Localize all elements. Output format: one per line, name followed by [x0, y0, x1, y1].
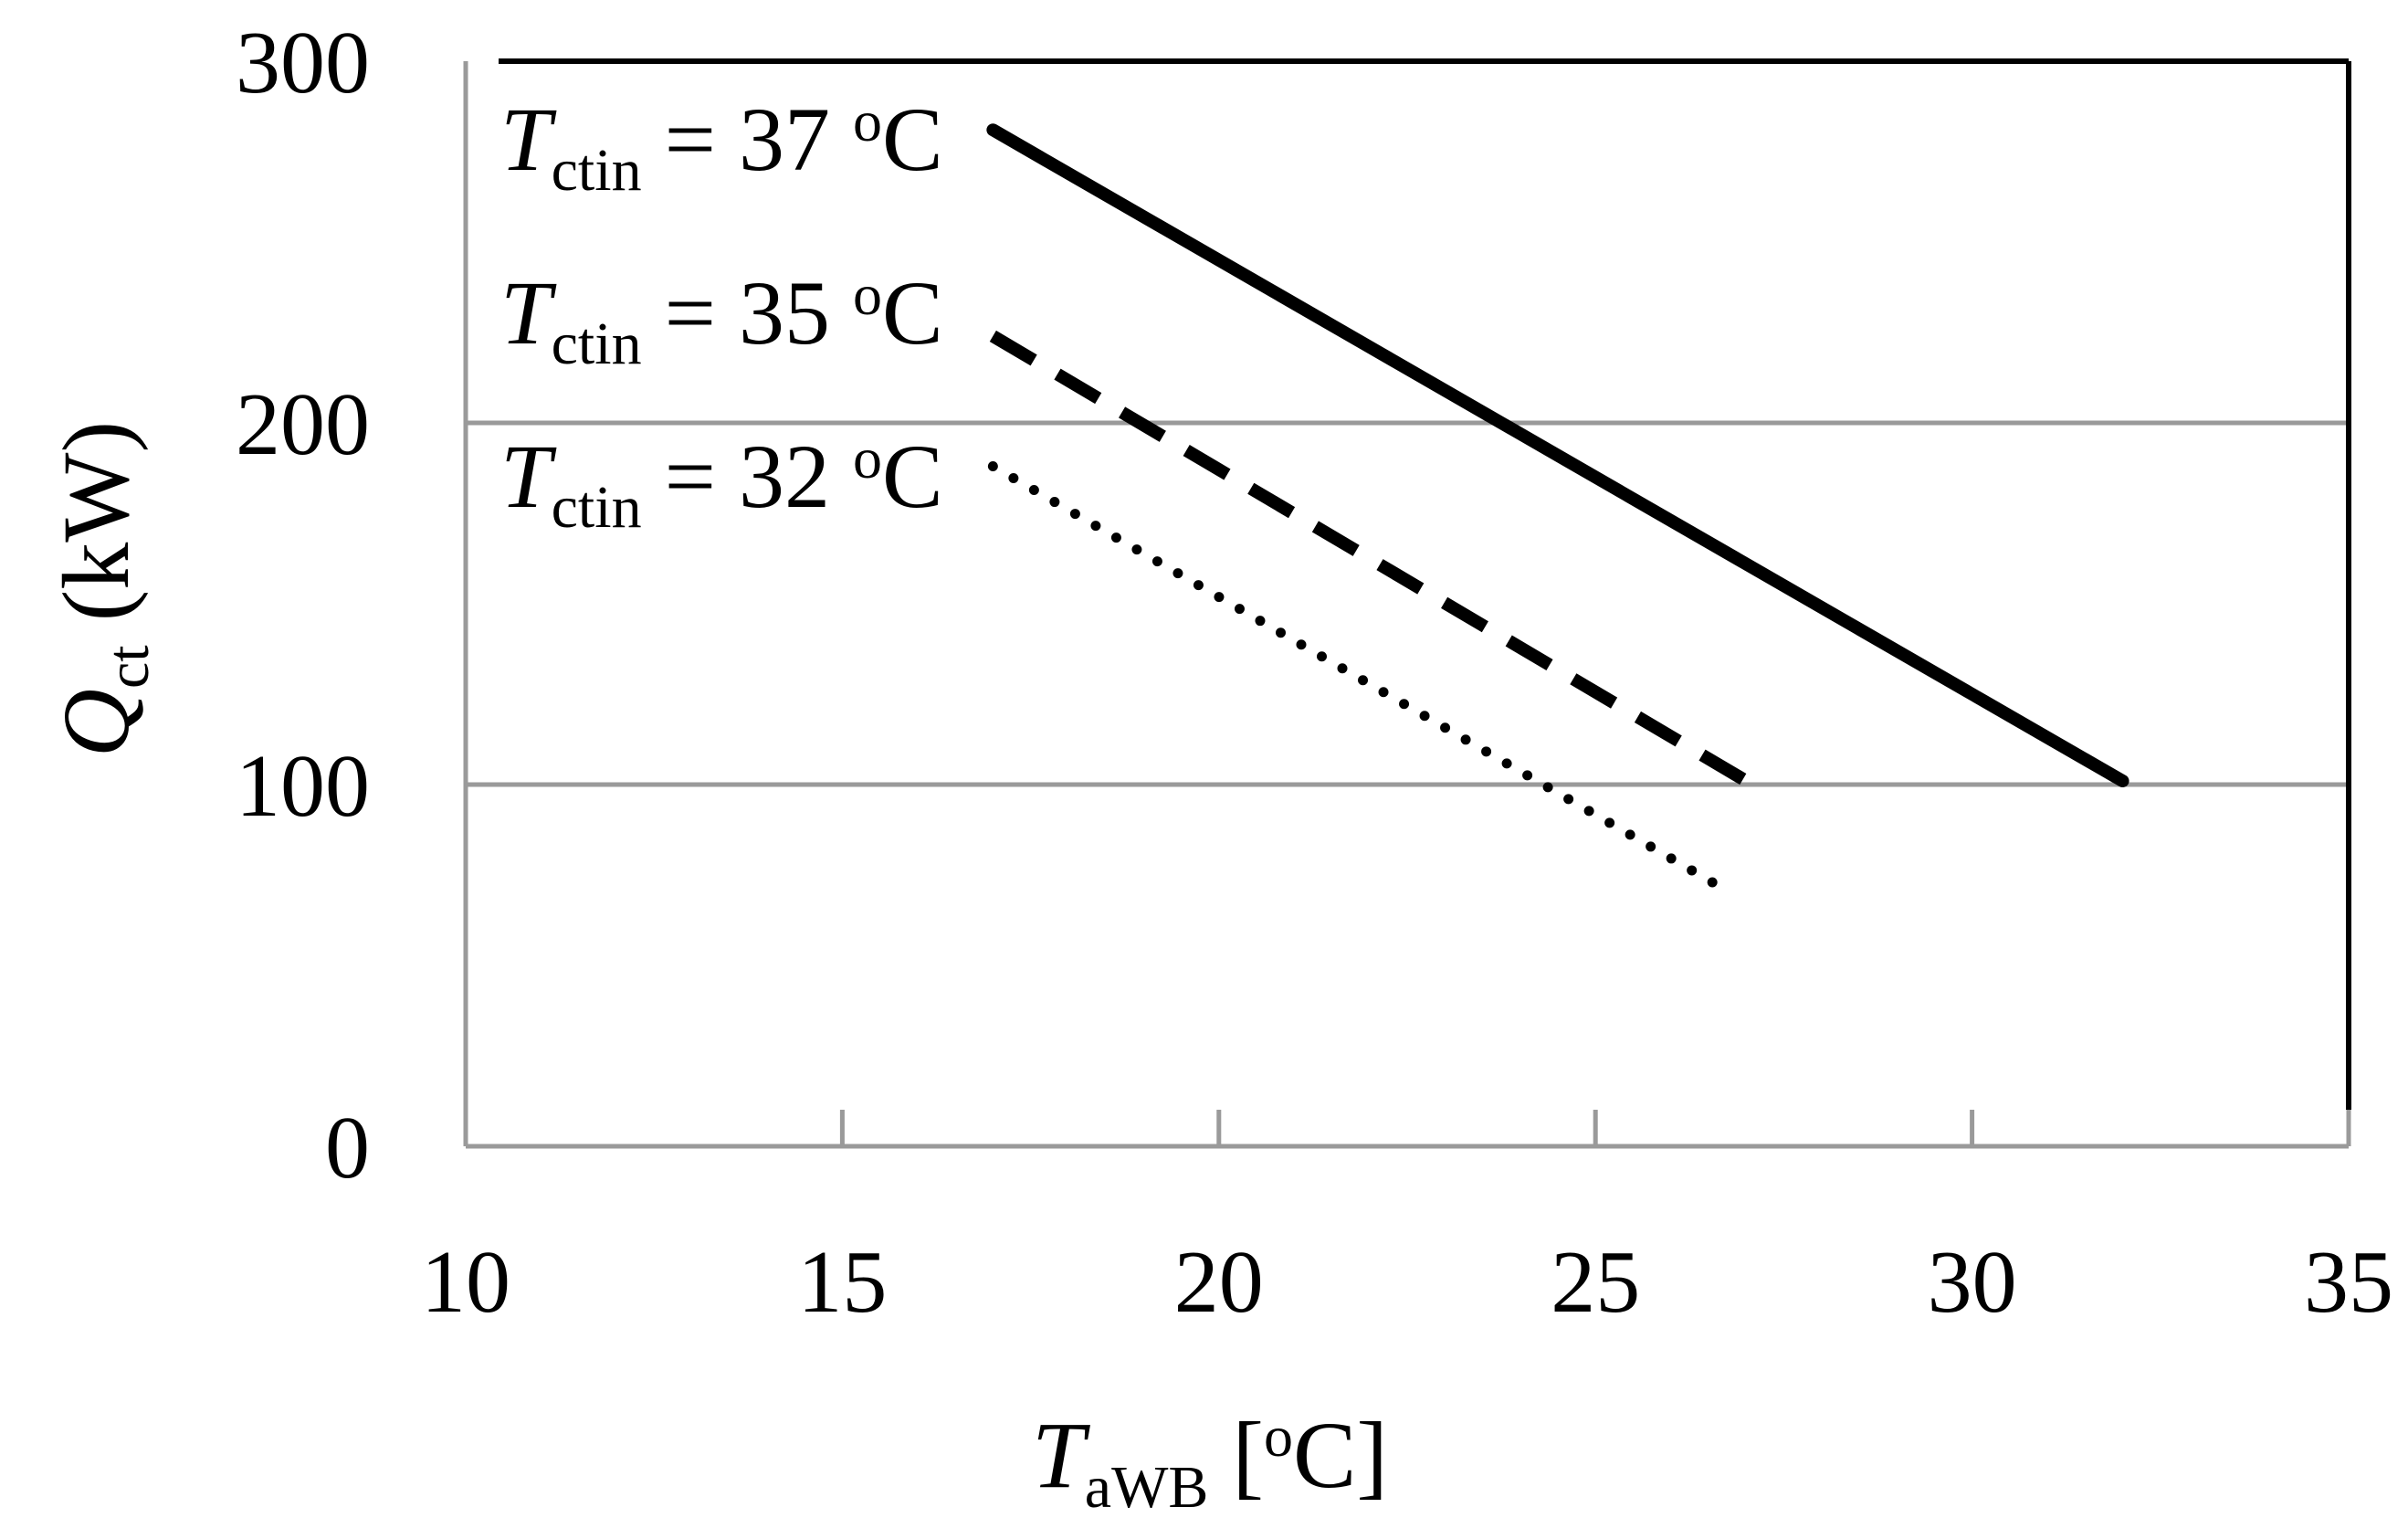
- tick-labels: 10 15 20 25 30 35 0 100 200 300: [236, 14, 2393, 1332]
- x-tick-label-10: 10: [421, 1233, 510, 1332]
- series-line-1: [989, 330, 1750, 787]
- axes: [463, 58, 2351, 1149]
- series-lines: [986, 123, 2129, 899]
- x-tick-label-25: 25: [1551, 1233, 1640, 1332]
- series-label-32: Tctin = 32 oC: [500, 426, 943, 541]
- y-tick-label-0: 0: [325, 1099, 370, 1197]
- x-axis-title: TaWB [oC]: [1032, 1403, 1388, 1518]
- y-tick-label-100: 100: [236, 737, 370, 836]
- x-tick-label-20: 20: [1174, 1233, 1264, 1332]
- x-tick-label-30: 30: [1928, 1233, 2017, 1332]
- x-tick-label-15: 15: [797, 1233, 887, 1332]
- x-tick-label-35: 35: [2304, 1233, 2393, 1332]
- grid-lines: [466, 420, 2349, 787]
- series-label-37: Tctin = 37 oC: [500, 89, 943, 204]
- series-line-2: [987, 461, 1737, 899]
- y-axis-title: Qct (kW): [44, 421, 162, 757]
- series-line-0: [986, 123, 2129, 788]
- y-tick-label-300: 300: [236, 14, 370, 112]
- series-label-35: Tctin = 35 oC: [500, 262, 943, 377]
- y-tick-label-200: 200: [236, 375, 370, 474]
